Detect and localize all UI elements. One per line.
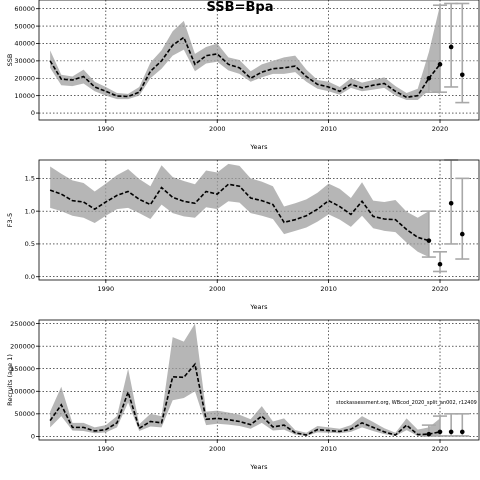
recruitment-panel: 1990 2000 2010 2020 0 50000 100000 150000 200000… [6,319,480,471]
x-tick-label: 2000 [209,125,226,133]
forecast-point [459,72,465,78]
x-tick-label: 2020 [432,445,449,453]
y-tick-label: 40000 [14,40,35,48]
x-tick-label: 2000 [209,285,226,293]
forecast-point [448,44,454,50]
plot-frame [38,0,480,121]
forecast-point [437,429,443,435]
y-tick-label: 0 [31,109,35,117]
y-tick-label: 50000 [14,22,35,30]
forecast-point [437,261,443,267]
x-tick-label: 2000 [209,445,226,453]
x-tick-label: 2020 [432,125,449,133]
figure-title: SSB=Bpa [206,0,274,15]
confidence-band [50,323,441,436]
x-tick-label: 2020 [432,285,449,293]
y-tick-label: 20000 [14,74,35,82]
y-tick-label: 30000 [14,57,35,65]
y-tick-label: 60000 [14,5,35,13]
x-tick-label: 1990 [98,445,115,453]
estimate-line [49,183,430,242]
forecast-point [426,75,432,81]
y-tick-label: 100000 [10,387,35,395]
source-note: stockassessment.org, WBcod_2020_split_an… [336,400,477,406]
y-tick-label: 0.0 [25,273,35,281]
x-tick-label: 1990 [98,285,115,293]
forecast-point [426,238,432,243]
x-axis-label: Years [249,303,268,311]
y-tick-label: 50000 [14,410,35,418]
y-tick-label: 1.0 [25,207,35,215]
forecast-point [459,429,465,435]
y-tick-label: 150000 [10,365,35,373]
forecast-point [448,200,454,206]
forecast-point [448,429,454,435]
x-axis-label: Years [249,143,268,151]
ssb-panel: 1990 2000 2010 2020 0 10000 20000 30000 40000 500… [6,0,480,151]
x-tick-label: 2010 [320,285,337,293]
y-tick-label: 0 [31,433,35,441]
y-tick-label: 0.5 [25,240,35,248]
fishing-mortality-panel: 1990 2000 2010 2020 0.0 0.5 1.0 1.5 Years F3-5 [6,159,480,311]
y-axis-label: SSB [6,54,14,67]
x-tick-label: 1990 [98,125,115,133]
forecast-point [426,431,432,437]
forecast-point [437,62,443,67]
plot-frame [38,159,480,281]
x-tick-label: 2010 [320,125,337,133]
y-tick-label: 250000 [10,320,35,328]
x-tick-label: 2010 [320,445,337,453]
y-axis-label: Recruits (age 1) [6,354,14,406]
forecast-point [459,231,465,237]
y-tick-label: 1.5 [25,175,35,183]
y-axis-label: F3-5 [6,213,14,227]
y-tick-label: 10000 [14,92,35,100]
plot-frame [38,319,480,441]
y-tick-label: 200000 [10,342,35,350]
estimate-line [49,36,441,99]
confidence-band [50,163,429,258]
estimate-line [49,362,441,436]
confidence-band [50,5,441,100]
x-axis-label: Years [249,463,268,471]
